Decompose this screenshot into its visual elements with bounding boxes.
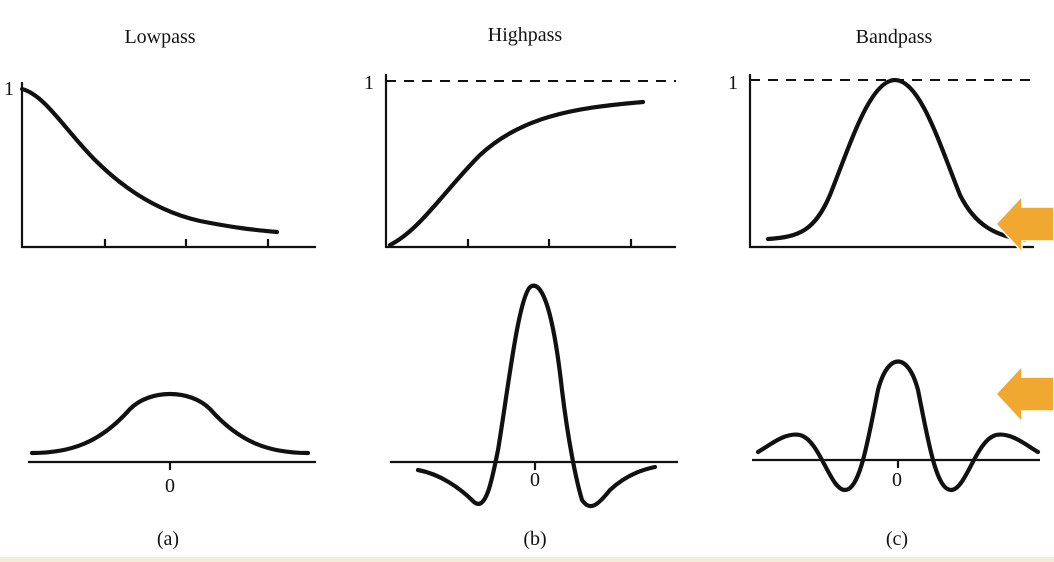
spatial-kernel-lowpass	[29, 391, 311, 456]
panel-title-lowpass: Lowpass	[124, 26, 195, 48]
freq-tick-one-highpass: 1	[364, 72, 374, 94]
freq-response-lowpass	[19, 86, 280, 235]
caption-bandpass: (c)	[886, 528, 908, 550]
freq-axes-bandpass	[748, 74, 1034, 249]
panel-lowpass: Lowpass 1 0 (a)	[4, 26, 316, 550]
freq-response-highpass	[387, 99, 646, 248]
spatial-kernel-highpass	[415, 283, 658, 509]
freq-tick-one-bandpass: 1	[728, 72, 738, 94]
freq-axes-lowpass	[20, 82, 316, 249]
freq-tick-one-lowpass: 1	[4, 78, 14, 100]
slide-bottom-strip	[0, 557, 1054, 562]
spatial-tick-zero-highpass: 0	[530, 469, 540, 491]
arrow-left-icon	[994, 194, 1054, 254]
panel-title-highpass: Highpass	[488, 24, 563, 46]
panel-bandpass: Bandpass 1 0 (c)	[728, 26, 1041, 550]
spatial-kernel-bandpass	[755, 359, 1041, 493]
freq-response-bandpass	[765, 77, 1028, 243]
caption-highpass: (b)	[523, 528, 546, 550]
spatial-tick-zero-lowpass: 0	[165, 475, 175, 497]
arrow-left-icon	[994, 364, 1054, 424]
panel-title-bandpass: Bandpass	[856, 26, 933, 48]
caption-lowpass: (a)	[157, 528, 179, 550]
spatial-tick-zero-bandpass: 0	[892, 469, 902, 491]
freq-axes-highpass	[384, 74, 676, 249]
panel-highpass: Highpass 1 0 (b)	[364, 24, 678, 550]
